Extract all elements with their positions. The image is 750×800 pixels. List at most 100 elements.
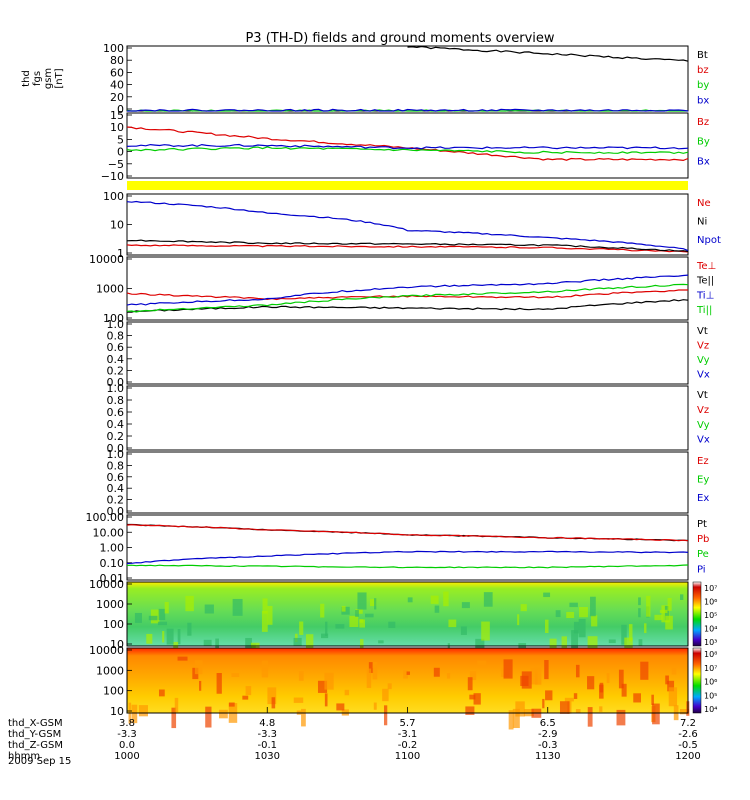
legend-entry: Bx — [697, 156, 710, 167]
spectrogram-cell — [665, 615, 673, 630]
spectrogram-cell — [177, 656, 188, 661]
panel-frame — [126, 321, 689, 385]
spectrogram-cell — [460, 626, 467, 635]
y-tick-label: 10 — [110, 219, 124, 232]
x-tick-label: 1030 — [255, 751, 280, 762]
spectrogram-cell — [667, 598, 672, 611]
spectrogram-cell — [664, 605, 670, 621]
y-tick-label: 100 — [103, 685, 124, 698]
legend-entry: Ni — [697, 216, 707, 227]
spectrogram-cell — [245, 686, 252, 696]
spectrogram-cell — [549, 638, 557, 648]
spectrogram-cell — [654, 614, 663, 621]
spectrogram-cell — [261, 610, 268, 632]
x-tick-label: 1130 — [535, 751, 560, 762]
legend-entry: Vz — [697, 405, 709, 416]
y-tick-label: 0.2 — [107, 494, 125, 507]
y-tick-label: 20 — [110, 91, 124, 104]
spectrogram-cell — [573, 693, 578, 699]
series-line-te — [127, 299, 689, 313]
spectrogram-cell — [157, 621, 168, 626]
spectrogram-cell — [293, 637, 302, 646]
spectrogram-cell — [578, 618, 586, 638]
y-tick-label: 0.10 — [100, 557, 125, 570]
spectrogram-cell — [515, 701, 525, 717]
spectrogram-cell — [388, 621, 396, 628]
spectrogram-cell — [543, 592, 551, 598]
legend-entry: Vx — [697, 369, 710, 380]
y-tick-label: 0.2 — [107, 364, 125, 377]
spectrogram-cell — [372, 661, 377, 668]
spectrogram-cell — [203, 639, 212, 646]
spectrogram-cell — [146, 633, 153, 644]
y-tick-label: 100 — [103, 312, 124, 325]
y-tick-label: 0.6 — [107, 471, 125, 484]
y-tick-label: 10 — [110, 705, 124, 718]
legend-entry: Pt — [697, 519, 707, 530]
x-row-label: thd_Z-GSM — [8, 740, 63, 751]
colorbar-tick-label: 10⁸ — [704, 650, 717, 659]
spectrogram-cell — [624, 637, 633, 657]
spectrogram-cell — [508, 710, 514, 730]
y-axis-label: thd fgs gsm [nT] — [21, 68, 65, 89]
spectrogram-cell — [651, 694, 654, 706]
spectrogram-cell — [187, 622, 192, 636]
separator-band — [127, 181, 688, 190]
spectrogram-cell — [138, 705, 148, 717]
y-tick-label: 0 — [117, 146, 124, 159]
spectrogram-cell — [216, 673, 222, 694]
spectrogram-cell — [148, 615, 158, 621]
y-tick-label: 60 — [110, 66, 124, 79]
spectrogram-cell — [608, 639, 616, 644]
y-tick-label: 10000 — [89, 578, 124, 591]
panel-frame — [126, 385, 689, 451]
legend-entry: Te|| — [696, 276, 714, 287]
spectrogram-cell — [680, 594, 684, 600]
colorbar-tick-label: 10⁷ — [704, 584, 717, 593]
spectrogram-cell — [443, 591, 449, 607]
x-row-label: thd_X-GSM — [8, 718, 63, 729]
y-tick-label: 100 — [103, 618, 124, 631]
y-axis-label-line: thd — [21, 70, 32, 87]
spectrogram-cell — [341, 709, 349, 716]
legend-entry: Bt — [697, 50, 708, 61]
panel-temperature: 100001000100magt3[eV]Te⊥Te||Ti⊥Ti|| — [89, 253, 716, 325]
spectrogram-cell — [621, 624, 627, 645]
series-line-by — [126, 146, 689, 155]
legend-entry: Ti|| — [696, 305, 712, 316]
x-tick-label: 0.0 — [119, 740, 135, 751]
spectrogram-cell — [336, 703, 345, 711]
panel-frame — [126, 581, 689, 647]
series-line-bx — [126, 143, 689, 150]
x-tick-label: -0.3 — [538, 740, 558, 751]
y-tick-label: 1000 — [96, 283, 124, 296]
spectrogram-cell — [461, 602, 470, 609]
spectrogram-cell — [434, 605, 440, 613]
spectrogram-cell — [341, 605, 346, 612]
spectrogram-cell — [378, 640, 384, 644]
legend-entry: Ey — [697, 474, 709, 485]
spectrogram-cell — [325, 621, 328, 636]
spectrogram-cell — [166, 628, 174, 645]
spectrogram-cell — [448, 619, 457, 628]
colorbar-tick-label: 10⁶ — [704, 678, 717, 687]
spectrogram-cell — [646, 595, 651, 617]
spectrogram-cell — [365, 613, 374, 618]
y-tick-label: 1000 — [96, 598, 124, 611]
x-tick-label: -3.3 — [257, 729, 277, 740]
y-tick-label: 80 — [110, 54, 124, 67]
spectrogram-cell — [512, 708, 520, 729]
spectrogram-cell — [320, 603, 325, 618]
colorbar-tick-label: 10³ — [704, 638, 717, 647]
legend-entry: Ex — [697, 493, 709, 504]
y-axis-label-line: gsm — [43, 68, 54, 89]
colorbar-tick-label: 10⁶ — [704, 598, 717, 607]
x-row-label: thd_Y-GSM — [8, 729, 61, 740]
spectrogram-cell — [324, 672, 334, 690]
spectrogram-cell — [467, 677, 473, 691]
spectrogram-cell — [591, 615, 598, 627]
panel-frame — [126, 451, 689, 514]
